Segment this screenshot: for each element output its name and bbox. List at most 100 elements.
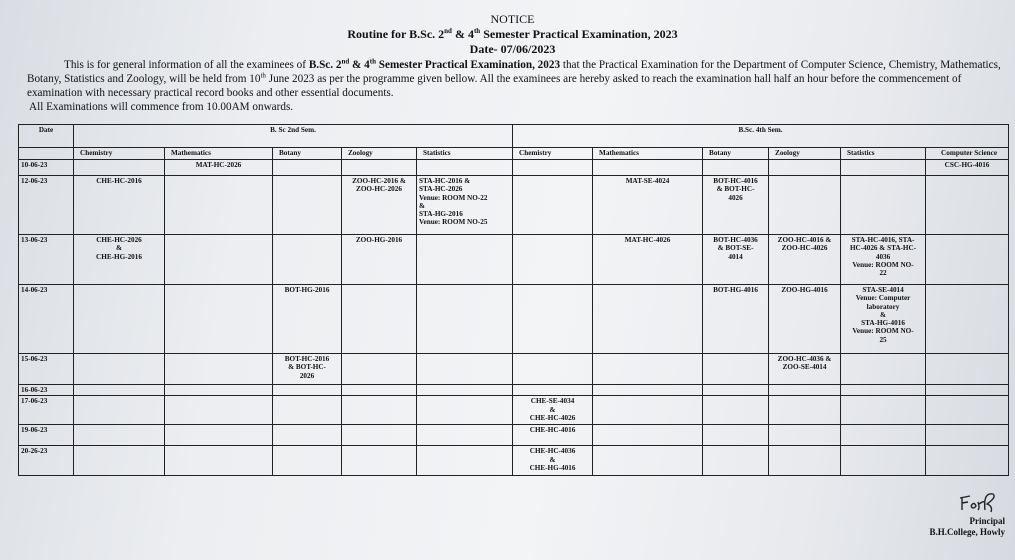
date-cell: 10-06-23 (18, 159, 74, 176)
exam-cell (164, 383, 273, 397)
table-row: 13-06-23 CHE-HC-2026 & CHE-HG-2016 ZOO-HG-… (18, 234, 1010, 285)
exam-cell (415, 353, 514, 385)
exam-cell (702, 159, 770, 176)
exam-cell (925, 383, 1010, 397)
exam-cell (164, 175, 273, 235)
date-cell: 13-06-23 (18, 234, 74, 285)
exam-cell: ZOO-HG-2016 (341, 234, 417, 285)
exam-cell (840, 424, 927, 447)
exam-cell: CSC-HG-4016 (925, 159, 1010, 176)
commence-note: All Examinations will commence from 10.0… (29, 101, 294, 113)
exam-cell (768, 424, 842, 447)
exam-cell (592, 159, 704, 176)
exam-cell (592, 424, 704, 447)
subject-header: Botany (272, 147, 342, 160)
exam-cell (840, 383, 927, 397)
exam-cell: STA-HC-4016, STA- HC-4026 & STA-HC- 4036… (840, 234, 927, 285)
exam-cell: CHE-HC-2016 (73, 175, 165, 235)
exam-cell (768, 395, 842, 426)
date-cell: 20-26-23 (18, 445, 74, 477)
subject-header: Mathematics (164, 147, 273, 160)
date-cell: 12-06-23 (18, 175, 74, 235)
table-row: 10-06-23 MAT-HC-2026 CSC-HG-4016 (18, 159, 1010, 176)
exam-cell (272, 234, 342, 285)
exam-cell (341, 424, 417, 447)
exam-cell (925, 424, 1010, 447)
subject-header: Statistics (415, 147, 514, 160)
table-row: 19-06-23 CHE-HC-4016 (18, 424, 1010, 447)
exam-cell: ZOO-HC-2016 & ZOO-HC-2026 (341, 175, 417, 235)
exam-cell (164, 395, 273, 426)
exam-cell (925, 445, 1010, 477)
table-row: 15-06-23 BOT-HC-2016 & BOT-HC- 2026 ZOO-HC… (18, 353, 1010, 385)
exam-cell (925, 284, 1010, 354)
exam-cell (341, 445, 417, 477)
exam-cell (164, 234, 273, 285)
exam-cell (341, 284, 417, 354)
exam-cell (341, 383, 417, 397)
exam-cell (73, 284, 165, 354)
exam-cell (164, 445, 273, 477)
signature-block: Principal B.H.College, Howly (0, 490, 1005, 544)
title-sup: th (473, 27, 481, 35)
exam-cell (415, 284, 514, 354)
exam-cell (512, 383, 594, 397)
subject-header: Zoology (768, 147, 842, 160)
exam-cell (341, 395, 417, 426)
exam-cell (272, 424, 342, 447)
exam-cell (73, 353, 165, 385)
exam-cell: CHE-HC-4016 (512, 424, 594, 447)
exam-cell (840, 159, 927, 176)
exam-cell (415, 445, 514, 477)
date-cell: 19-06-23 (18, 424, 74, 447)
date-cell: 14-06-23 (18, 284, 74, 354)
subject-header: Statistics (840, 147, 927, 160)
notice-paragraph: This is for general information of all t… (27, 58, 1009, 100)
exam-cell: BOT-HG-4016 (702, 284, 770, 354)
exam-cell (840, 395, 927, 426)
para-text: June 2023 as per the programme given bel… (27, 73, 962, 99)
exam-cell (592, 395, 704, 426)
exam-cell (925, 175, 1010, 235)
date-cell: 17-06-23 (18, 395, 74, 426)
table-row: 17-06-23 CHE-SE-4034 & CHE-HC-4026 (18, 395, 1010, 426)
signatory-title: Principal (969, 516, 1006, 527)
para-bold: B.Sc. 2 (308, 59, 342, 71)
exam-cell: ZOO-HC-4036 & ZOO-SE-4014 (768, 353, 842, 385)
sem2-header: B. Sc 2nd Sem. (72, 124, 514, 148)
exam-cell (925, 353, 1010, 385)
subject-header: Computer Science (925, 147, 1010, 160)
exam-cell (512, 175, 594, 235)
para-bold: & 4 (349, 59, 370, 71)
exam-cell (702, 353, 770, 385)
title-part: Semester Practical Examination, 2023 (480, 27, 678, 41)
exam-cell: CHE-HC-2026 & CHE-HG-2016 (73, 234, 165, 285)
exam-cell (702, 424, 770, 447)
notice-heading: NOTICE (490, 12, 535, 26)
notice-date: Date- 07/06/2023 (469, 42, 556, 56)
exam-cell: MAT-HC-4026 (592, 234, 704, 285)
exam-cell (164, 353, 273, 385)
exam-cell (73, 424, 165, 447)
exam-cell: CHE-SE-4034 & CHE-HC-4026 (512, 395, 594, 426)
exam-cell (73, 445, 165, 477)
title-part: Routine for B.Sc. 2 (347, 27, 445, 41)
subject-header: Chemistry (512, 147, 594, 160)
exam-cell (768, 383, 842, 397)
semester-header-row: Date B. Sc 2nd Sem. B.Sc. 4th Sem. (18, 124, 1010, 148)
exam-cell (702, 395, 770, 426)
blank-cell (18, 147, 74, 160)
exam-cell (925, 395, 1010, 426)
exam-cell (512, 234, 594, 285)
para-sup: th (260, 71, 266, 80)
exam-cell (415, 395, 514, 426)
exam-cell (592, 383, 704, 397)
exam-cell: ZOO-HC-4016 & ZOO-HC-4026 (768, 234, 842, 285)
exam-cell: CHE-HC-4036 & CHE-HG-4016 (512, 445, 594, 477)
signature-scribble-icon (959, 493, 995, 513)
exam-cell (73, 383, 165, 397)
exam-cell (840, 445, 927, 477)
exam-cell (415, 234, 514, 285)
exam-cell: STA-SE-4014 Venue: Computer laboratory &… (840, 284, 927, 354)
exam-cell (512, 159, 594, 176)
